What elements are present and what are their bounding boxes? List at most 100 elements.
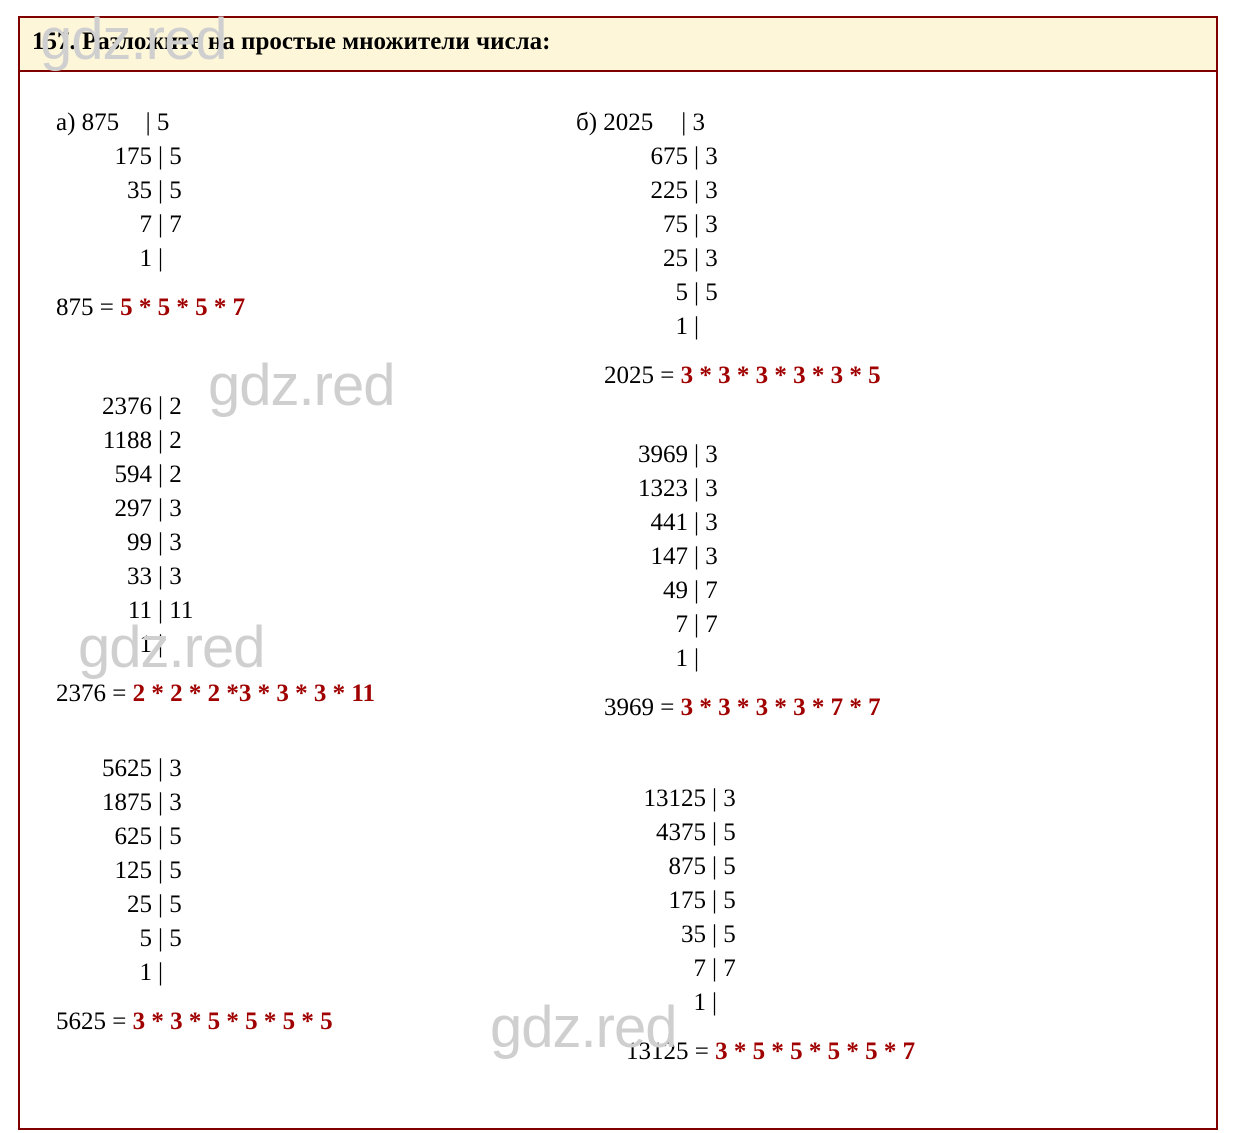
factor-number: 675 — [610, 140, 694, 174]
factor-number: 35 — [576, 918, 712, 952]
factor-divisor: | 3 — [694, 208, 718, 242]
factorization-row: 25 | 3 — [576, 242, 1166, 276]
factor-number: 4375 — [576, 816, 712, 850]
factorization-block: 3969 | 31323 | 3441 | 3147 | 349 | 77 | … — [576, 438, 1166, 726]
factor-divisor: | — [694, 642, 699, 676]
factorization-lead-row: а) 875 | 5 — [56, 106, 556, 140]
indent-spacer — [576, 208, 610, 242]
factor-divisor: | 7 — [712, 952, 736, 986]
indent-spacer — [576, 276, 610, 310]
factorization-row: 625 | 5 — [56, 820, 556, 854]
factor-divisor: | 7 — [694, 608, 718, 642]
result-lhs: 5625 = — [56, 1008, 133, 1035]
factorization-row: 5 | 5 — [576, 276, 1166, 310]
factorization-row: 7 | 7 — [576, 952, 1166, 986]
factorization-row: 175 | 5 — [56, 140, 556, 174]
factorization-result: 875 = 5 * 5 * 5 * 7 — [56, 294, 556, 322]
factor-divisor: | 3 — [158, 752, 182, 786]
result-lhs: 875 = — [56, 294, 120, 321]
factorization-row: 225 | 3 — [576, 174, 1166, 208]
factor-divisor: | — [712, 986, 717, 1020]
factor-number: 75 — [610, 208, 694, 242]
result-rhs: 5 * 5 * 5 * 7 — [120, 294, 245, 321]
factor-divisor: | 7 — [158, 208, 182, 242]
factor-number: 49 — [576, 574, 694, 608]
factor-divisor: | 3 — [158, 786, 182, 820]
factorization-row: 175 | 5 — [576, 884, 1166, 918]
factor-number: 13125 — [576, 782, 712, 816]
result-lhs: 3969 = — [604, 694, 681, 721]
factorization-row: 125 | 5 — [56, 854, 556, 888]
factorization-row: 1 | — [56, 628, 556, 662]
factorization-row: 2376 | 2 — [56, 390, 556, 424]
factor-divisor: | 2 — [158, 458, 182, 492]
factorization-row: 7 | 7 — [576, 608, 1166, 642]
factor-divisor: | 5 — [158, 888, 182, 922]
result-rhs: 3 * 3 * 5 * 5 * 5 * 5 — [133, 1008, 333, 1035]
factorization-row: 594 | 2 — [56, 458, 556, 492]
factor-divisor: | 5 — [712, 884, 736, 918]
factorization-block: 2376 | 21188 | 2594 | 2297 | 399 | 333 |… — [56, 390, 556, 712]
factorization-row: 147 | 3 — [576, 540, 1166, 574]
result-rhs: 3 * 5 * 5 * 5 * 5 * 7 — [715, 1038, 915, 1065]
factor-number: 25 — [610, 242, 694, 276]
factor-divisor: | 3 — [694, 174, 718, 208]
factorization-block: б) 2025 | 3675 | 3225 | 375 | 325 | 35 |… — [576, 106, 1166, 394]
factor-divisor: | 5 — [712, 918, 736, 952]
factor-number: 1323 — [576, 472, 694, 506]
factor-number: 2376 — [56, 390, 158, 424]
factor-divisor: | 3 — [694, 506, 718, 540]
factorization-row: 49 | 7 — [576, 574, 1166, 608]
result-rhs: 3 * 3 * 3 * 3 * 7 * 7 — [681, 694, 881, 721]
solution-body: а) 875 | 5175 | 535 | 57 | 71 |875 = 5 *… — [20, 72, 1216, 1128]
result-rhs: 2 * 2 * 2 *3 * 3 * 3 * 11 — [133, 680, 375, 707]
factor-number: 1 — [576, 986, 712, 1020]
factorization-row: 297 | 3 — [56, 492, 556, 526]
factor-number: 7 — [88, 208, 158, 242]
factorization-block: 5625 | 31875 | 3625 | 5125 | 525 | 55 | … — [56, 752, 556, 1040]
factor-number: 1 — [56, 628, 158, 662]
factor-number: 1188 — [56, 424, 158, 458]
result-lhs: 13125 = — [626, 1038, 715, 1065]
factorization-row: 1 | — [576, 642, 1166, 676]
factor-number: 147 — [576, 540, 694, 574]
factorization-result: 2025 = 3 * 3 * 3 * 3 * 3 * 5 — [576, 362, 1166, 390]
indent-spacer — [56, 140, 88, 174]
factorization-result: 2376 = 2 * 2 * 2 *3 * 3 * 3 * 11 — [56, 680, 556, 708]
factorization-row: 35 | 5 — [576, 918, 1166, 952]
factor-number: 33 — [56, 560, 158, 594]
factor-number: 5 — [610, 276, 694, 310]
factor-number: 1 — [576, 642, 694, 676]
problem-title: 157. Разложите на простые множители числ… — [32, 28, 550, 55]
factor-divisor: | 5 — [712, 816, 736, 850]
factor-divisor: | 5 — [158, 820, 182, 854]
indent-spacer — [56, 242, 88, 276]
factor-divisor: | 7 — [694, 574, 718, 608]
factor-divisor: | — [158, 242, 163, 276]
factor-number: 125 — [56, 854, 158, 888]
factorization-row: 875 | 5 — [576, 850, 1166, 884]
factor-divisor: | 5 — [712, 850, 736, 884]
factorization-row: 4375 | 5 — [576, 816, 1166, 850]
indent-spacer — [576, 242, 610, 276]
factor-number: 7 — [576, 608, 694, 642]
part-label: б) — [576, 106, 603, 140]
factor-number: 594 — [56, 458, 158, 492]
factorization-lead-row: б) 2025 | 3 — [576, 106, 1166, 140]
solution-card: 157. Разложите на простые множители числ… — [18, 16, 1218, 1130]
factor-divisor: | 3 — [712, 782, 736, 816]
factor-divisor: | — [158, 628, 163, 662]
factor-number: 441 — [576, 506, 694, 540]
factor-number: 5625 — [56, 752, 158, 786]
factor-number: 1 — [56, 956, 158, 990]
factorization-result: 3969 = 3 * 3 * 3 * 3 * 7 * 7 — [576, 694, 1166, 722]
factor-number: 1 — [610, 310, 694, 344]
factorization-row: 35 | 5 — [56, 174, 556, 208]
factorization-row: 1188 | 2 — [56, 424, 556, 458]
factor-divisor: | 3 — [158, 492, 182, 526]
factorization-row: 33 | 3 — [56, 560, 556, 594]
factor-number: 2025 — [603, 106, 681, 140]
factor-divisor: | 5 — [158, 174, 182, 208]
factorization-row: 1 | — [56, 242, 556, 276]
factorization-row: 675 | 3 — [576, 140, 1166, 174]
